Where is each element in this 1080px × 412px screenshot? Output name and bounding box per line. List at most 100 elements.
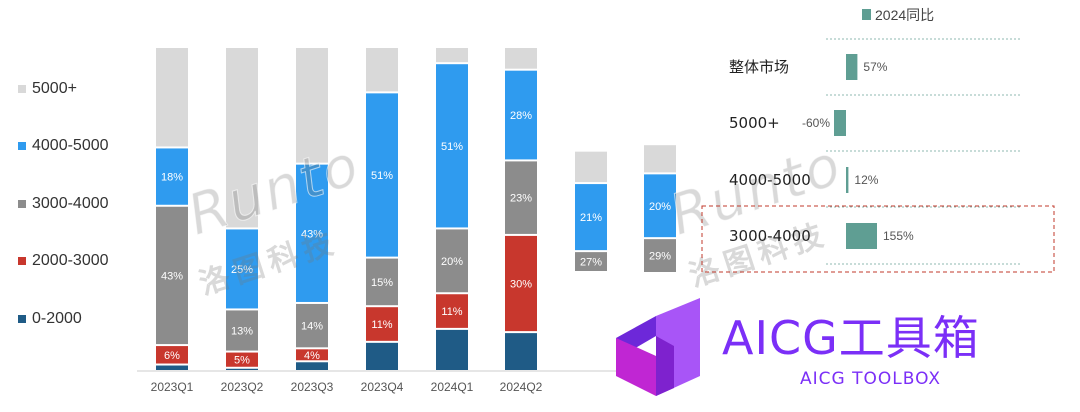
legend-swatch (18, 85, 26, 93)
x-tick-label: 2023Q1 (151, 380, 194, 394)
bar-segment-2000-3000 (505, 235, 537, 332)
legend-item: 2000-3000 (18, 252, 109, 270)
bar-data-label: 13% (231, 326, 253, 338)
bar-segment-3000-4000 (436, 229, 468, 293)
legend-label: 2024同比 (875, 7, 934, 23)
yoy-bar (846, 54, 858, 80)
category-label: 4000-5000 (729, 171, 811, 189)
bar-segment-5000+ (226, 48, 258, 228)
yoy-value-label: 12% (854, 173, 878, 187)
bar-segment-4000-5000 (226, 229, 258, 309)
legend-swatch (18, 257, 26, 265)
stacked-bar: 11% 20% 51% (436, 48, 468, 370)
category-label: 5000+ (729, 114, 780, 132)
legend-swatch (18, 142, 26, 150)
bar-segment-5000+ (644, 145, 676, 173)
yoy-bar (834, 110, 846, 136)
legend-swatch (18, 315, 26, 323)
stacked-bar: 27% 21% (575, 151, 607, 271)
yoy-row: 5000+ -60% (729, 110, 846, 136)
legend-item: 4000-5000 (18, 137, 109, 155)
legend-swatch (18, 200, 26, 208)
x-tick-label: 2023Q4 (361, 380, 404, 394)
bar-segment-5000+ (296, 48, 328, 163)
bar-segment-5000+ (436, 48, 468, 63)
bar-segment-4000-5000 (644, 174, 676, 238)
bar-data-label: 21% (580, 212, 602, 224)
bar-segment-0-2000 (436, 329, 468, 370)
yoy-value-label: -60% (802, 116, 830, 130)
bar-segment-0-2000 (226, 368, 258, 370)
bar-segment-5000+ (505, 48, 537, 69)
category-label: 整体市场 (729, 58, 789, 76)
stacked-bar: 6% 43% 18% (156, 48, 188, 370)
bar-data-label: 14% (301, 321, 323, 333)
yoy-value-label: 57% (863, 60, 887, 74)
bar-data-label: 43% (301, 228, 323, 240)
bar-segment-3000-4000 (644, 239, 676, 272)
legend-swatch (862, 9, 871, 20)
bar-segment-3000-4000 (366, 258, 398, 306)
bar-data-label: 27% (580, 257, 602, 269)
bar-data-label: 15% (371, 277, 393, 289)
x-tick-label: 2024Q2 (500, 380, 543, 394)
bar-segment-0-2000 (156, 365, 188, 370)
legend-item: 3000-4000 (18, 195, 109, 213)
bar-data-label: 43% (161, 270, 183, 282)
aicg-brand-title: AICG工具箱 (722, 311, 980, 365)
legend-label: 5000+ (32, 80, 77, 97)
bar-segment-0-2000 (505, 333, 537, 370)
bar-data-label: 5% (234, 355, 250, 367)
bar-data-label: 51% (441, 141, 463, 153)
bar-data-label: 11% (441, 306, 462, 318)
stacked-bar: 11% 15% 51% (366, 48, 398, 370)
bar-segment-4000-5000 (296, 164, 328, 302)
legend-label: 2000-3000 (32, 252, 109, 269)
category-label: 3000-4000 (729, 227, 811, 245)
bar-segment-4000-5000 (366, 93, 398, 257)
legend-item: 0-2000 (18, 310, 82, 328)
bar-segment-4000-5000 (436, 64, 468, 228)
legend-item: 5000+ (18, 80, 77, 98)
bar-segment-2000-3000 (156, 346, 188, 364)
bar-segment-2000-3000 (436, 294, 468, 328)
bar-data-label: 20% (441, 256, 463, 268)
stacked-bar: 30% 23% 28% (505, 48, 537, 370)
bar-data-label: 28% (510, 110, 532, 122)
bar-segment-2000-3000 (366, 307, 398, 341)
bar-segment-3000-4000 (296, 303, 328, 348)
bar-segment-5000+ (366, 48, 398, 92)
bar-segment-5000+ (575, 151, 607, 183)
bar-segment-2000-3000 (226, 352, 258, 367)
x-tick-label: 2024Q1 (431, 380, 474, 394)
bar-segment-3000-4000 (505, 161, 537, 234)
yoy-value-label: 155% (883, 229, 914, 243)
bar-data-label: 30% (510, 279, 532, 291)
stacked-bar: 5% 13% 25% (226, 48, 258, 370)
bar-segment-0-2000 (366, 342, 398, 370)
stacked-bar: 4% 14% 43% (296, 48, 328, 370)
yoy-row: 3000-4000 155% (729, 223, 914, 249)
bar-data-label: 11% (371, 319, 392, 331)
bar-data-label: 25% (231, 264, 253, 276)
bar-data-label: 6% (164, 350, 180, 362)
legend-label: 3000-4000 (32, 195, 109, 212)
bar-data-label: 29% (649, 251, 671, 263)
bar-segment-5000+ (156, 48, 188, 147)
yoy-row: 整体市场 57% (729, 54, 888, 80)
bar-segment-3000-4000 (575, 252, 607, 271)
bar-segment-2000-3000 (296, 349, 328, 361)
yoy-bar (846, 167, 849, 193)
x-tick-label: 2023Q2 (221, 380, 264, 394)
stacked-bar: 29% 20% (644, 145, 676, 272)
aicg-brand-subtitle: AICG TOOLBOX (800, 369, 942, 389)
bar-segment-4000-5000 (575, 184, 607, 251)
bar-segment-3000-4000 (156, 206, 188, 345)
yoy-bar (846, 223, 877, 249)
bar-segment-4000-5000 (505, 70, 537, 160)
highlight-box (701, 205, 1055, 273)
bar-segment-3000-4000 (226, 310, 258, 351)
stacked-bar-chart: 6% 43% 18% 2023Q1 5% 13% 25% 2023Q2 4% 14% 43% 2023… (137, 48, 695, 394)
bar-segment-0-2000 (296, 362, 328, 370)
